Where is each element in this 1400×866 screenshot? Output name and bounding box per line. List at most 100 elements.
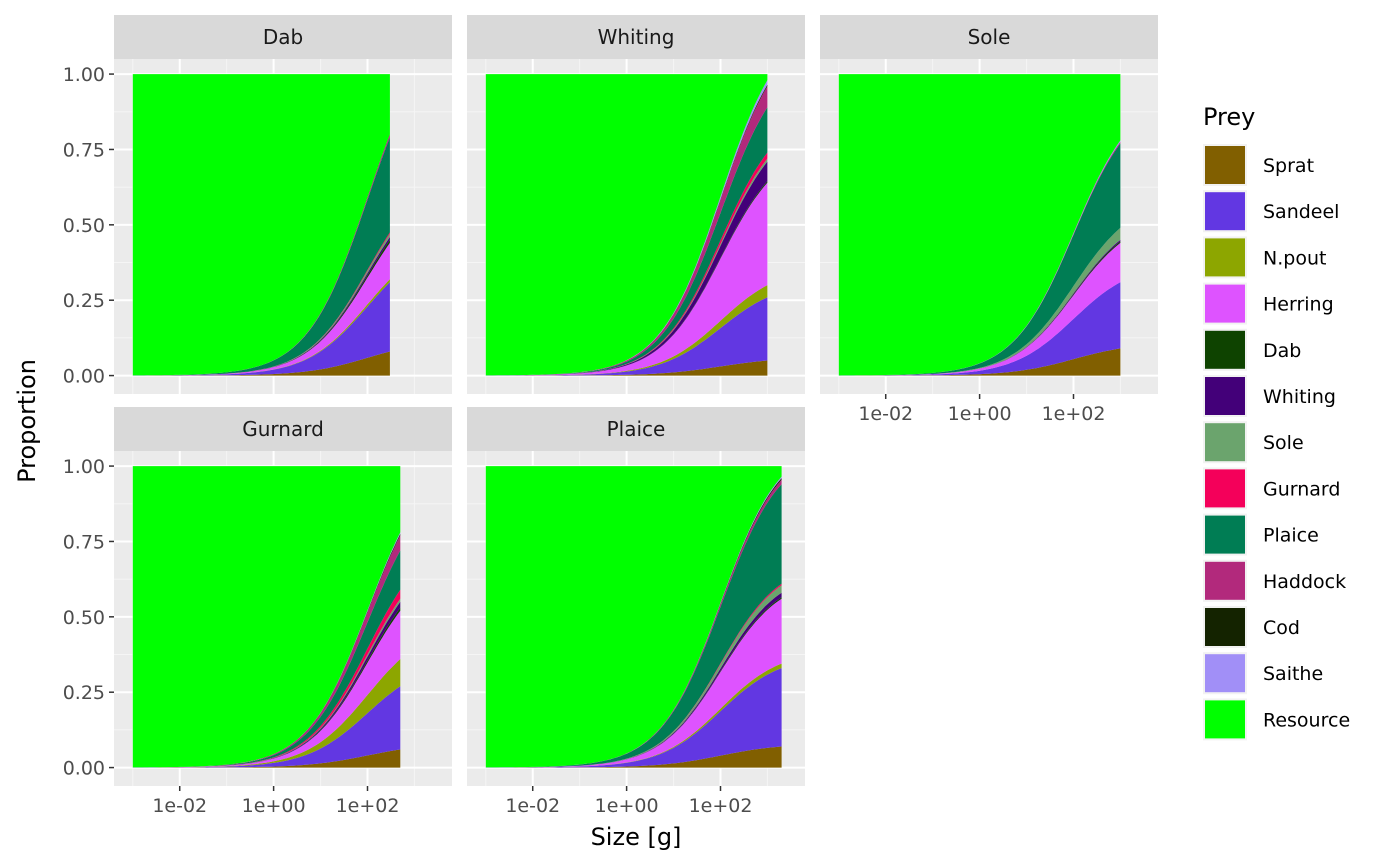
legend-label: Saithe [1263, 663, 1323, 685]
y-tick-label: 0.25 [63, 290, 105, 312]
area-plaice [838, 143, 1121, 376]
legend-item-resource: Resource [1203, 698, 1350, 741]
legend-label: Sandeel [1263, 201, 1339, 223]
area-herring [838, 242, 1121, 376]
facet-title: Sole [968, 25, 1011, 49]
legend-label: N.pout [1263, 247, 1326, 269]
legend-item-cod: Cod [1203, 606, 1300, 648]
area-plaice [132, 137, 390, 376]
legend-label: Sole [1263, 432, 1304, 454]
facet-strip [467, 407, 805, 451]
x-axis-title: Size [g] [591, 823, 682, 851]
area-sprat [132, 351, 390, 376]
y-tick-label: 1.00 [63, 64, 105, 86]
legend-label: Herring [1263, 294, 1334, 316]
area-resource [838, 74, 1121, 376]
legend-swatch [1205, 146, 1245, 184]
legend-item-herring: Herring [1203, 282, 1334, 325]
legend-label: Cod [1263, 617, 1300, 639]
area-sandeel [485, 297, 768, 376]
area-sprat [838, 348, 1121, 376]
legend-swatch [1205, 238, 1245, 277]
panel-sole: Sole [820, 15, 1158, 394]
axes-layer: 0.00 0.25 0.50 0.75 1.00 1e-02 1e+00 1e+02 0.00 0… [63, 64, 1106, 817]
facet-strip [820, 15, 1158, 59]
legend-swatch [1205, 377, 1245, 415]
y-axis-title: Proportion [13, 359, 41, 483]
legend-label: Haddock [1263, 571, 1346, 593]
area-whiting [485, 161, 768, 376]
area-resource [485, 466, 782, 768]
facet-title: Gurnard [242, 417, 324, 441]
legend-item-plaice: Plaice [1203, 513, 1319, 556]
legend-label: Whiting [1263, 386, 1336, 408]
x-tick-label: 1e+00 [242, 795, 306, 817]
legend-title: Prey [1203, 103, 1255, 131]
y-tick-label: 0.50 [63, 215, 105, 237]
legend-swatch [1205, 561, 1245, 600]
x-tick-label: 1e+02 [689, 795, 753, 817]
panel-whiting: Whiting [467, 15, 805, 394]
panel-gurnard: Gurnard [114, 407, 452, 786]
area-sprat [132, 749, 401, 768]
facet-strip [114, 15, 452, 59]
y-tick-label: 0.00 [63, 366, 105, 388]
y-tick-label: 0.50 [63, 607, 105, 629]
legend-item-sandeel: Sandeel [1203, 190, 1339, 233]
legend: Prey Sprat Sandeel N.pout Herring Dab Whiting S… [1203, 103, 1350, 741]
legend-swatch [1205, 469, 1245, 508]
area-sandeel [132, 282, 390, 376]
legend-label: Dab [1263, 340, 1301, 362]
y-tick-label: 0.00 [63, 758, 105, 780]
area-plaice [485, 107, 768, 376]
legend-item-n-pout: N.pout [1203, 236, 1326, 279]
area-sole [838, 227, 1121, 376]
legend-swatch [1205, 423, 1245, 462]
legend-swatch [1205, 284, 1245, 323]
legend-item-sprat: Sprat [1203, 144, 1314, 186]
facet-title: Dab [263, 25, 303, 49]
y-tick-label: 0.75 [63, 139, 105, 161]
area-resource [485, 74, 768, 376]
legend-label: Resource [1263, 709, 1350, 731]
area-gurnard [485, 152, 768, 376]
legend-swatch [1205, 192, 1245, 231]
y-tick-label: 0.25 [63, 682, 105, 704]
area-sandeel [485, 668, 782, 768]
legend-swatch [1205, 515, 1245, 554]
x-tick-label: 1e+00 [948, 403, 1012, 425]
legend-swatch [1205, 608, 1245, 646]
area-resource [132, 74, 390, 376]
area-haddock [485, 86, 768, 376]
x-tick-label: 1e-02 [858, 403, 913, 425]
facet-title: Whiting [598, 25, 675, 49]
area-sprat [485, 360, 768, 376]
x-tick-label: 1e+02 [1042, 403, 1106, 425]
area-herring [485, 598, 782, 768]
legend-item-dab: Dab [1203, 328, 1301, 371]
x-tick-label: 1e+02 [336, 795, 400, 817]
facet-title: Plaice [607, 417, 666, 441]
legend-item-gurnard: Gurnard [1203, 467, 1340, 510]
legend-swatch [1205, 330, 1245, 369]
panel-dab: Dab [114, 15, 452, 394]
legend-label: Sprat [1263, 155, 1314, 177]
y-tick-label: 0.75 [63, 531, 105, 553]
x-tick-label: 1e+00 [595, 795, 659, 817]
legend-label: Gurnard [1263, 478, 1340, 500]
panel-plaice: Plaice [467, 407, 805, 786]
area-herring [132, 242, 390, 376]
x-tick-label: 1e-02 [152, 795, 207, 817]
area-sandeel [838, 282, 1121, 376]
panels-layer: Dab Whiting Sole Gurnard Plaice [114, 15, 1158, 786]
y-tick-label: 1.00 [63, 456, 105, 478]
legend-swatch [1205, 700, 1245, 739]
area-herring [485, 182, 768, 376]
legend-item-haddock: Haddock [1203, 559, 1346, 602]
legend-item-saithe: Saithe [1203, 652, 1323, 695]
area-n-pout [132, 659, 401, 768]
legend-item-sole: Sole [1203, 421, 1304, 464]
area-herring [132, 610, 401, 768]
area-resource [132, 466, 401, 768]
